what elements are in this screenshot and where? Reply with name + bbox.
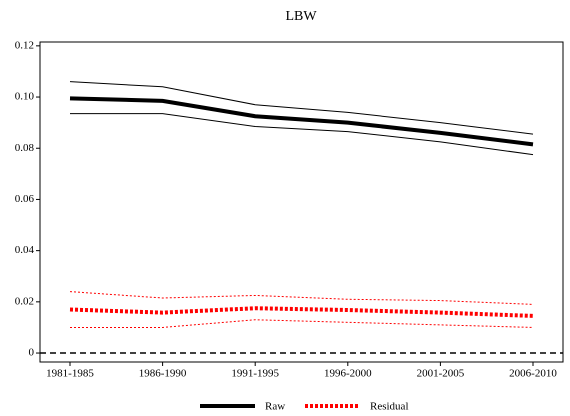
x-tick-label: 2001-2005 [417,368,465,380]
y-tick-label: 0.12 [15,39,34,51]
x-tick-label: 1996-2000 [324,368,372,380]
ci-line [69,291,534,305]
legend-label: Raw [265,401,285,413]
ci-line [70,319,534,328]
x-tick-label: 1981-1985 [46,368,94,380]
y-tick-label: 0.10 [15,91,35,103]
legend-label: Residual [370,401,409,413]
y-tick-label: 0.02 [15,295,34,307]
y-tick-label: 0.06 [15,193,35,205]
x-tick-label: 1991-1995 [231,368,279,380]
ci-line [69,81,534,135]
y-tick-label: 0.04 [15,244,35,256]
y-tick-label: 0.08 [15,142,35,154]
series-line [69,96,534,147]
ci-line [70,113,534,156]
x-tick-label: 2006-2010 [509,368,557,380]
y-tick-label: 0 [29,347,35,359]
chart-title: LBW [285,9,317,24]
series-line [69,306,534,318]
plot-frame [39,41,564,363]
x-tick-label: 1986-1990 [139,368,187,380]
